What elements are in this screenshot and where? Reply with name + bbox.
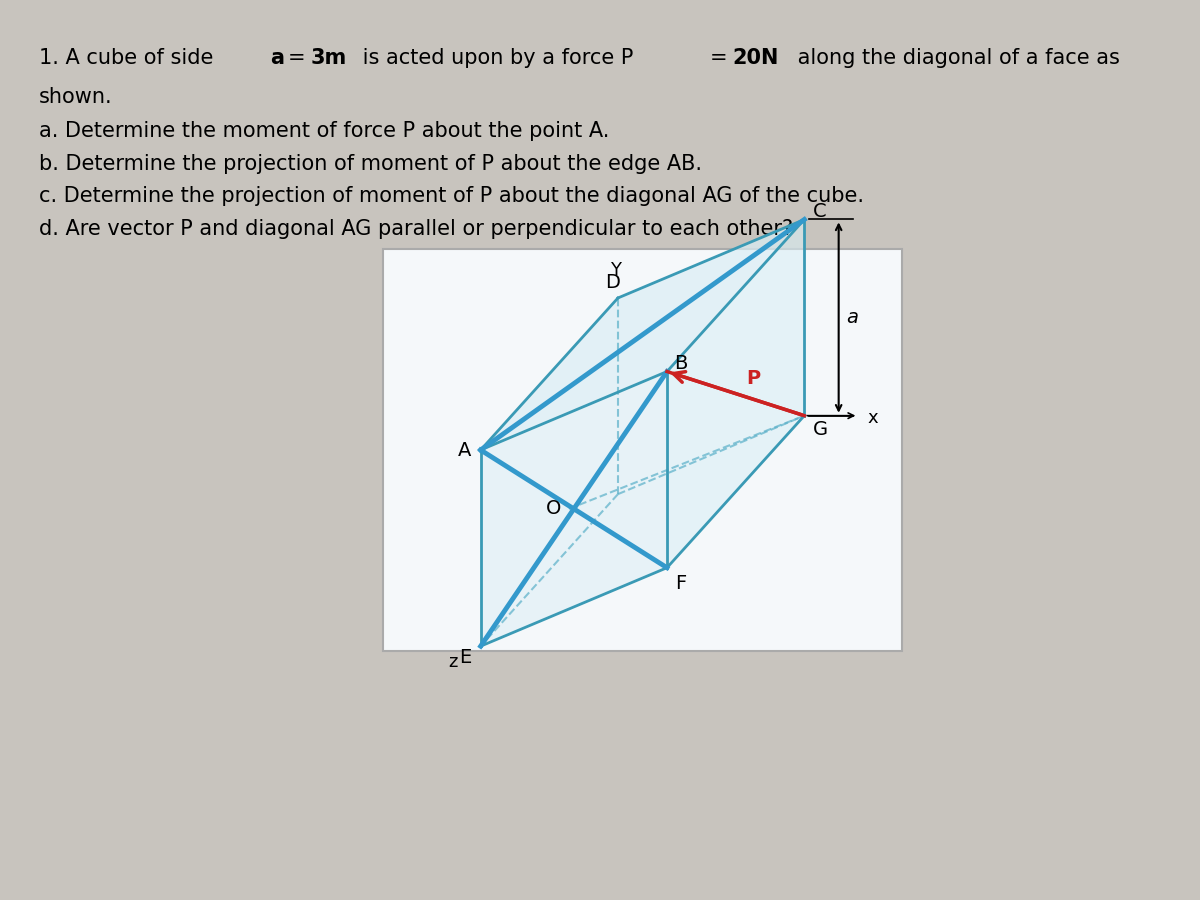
FancyBboxPatch shape [0, 9, 1177, 891]
Text: E: E [458, 648, 472, 668]
Polygon shape [481, 220, 804, 450]
Polygon shape [481, 372, 667, 646]
Text: G: G [812, 420, 828, 439]
Text: Y: Y [611, 262, 622, 280]
FancyBboxPatch shape [383, 249, 902, 651]
Text: a: a [846, 308, 858, 327]
Text: D: D [606, 273, 620, 292]
Text: shown.: shown. [40, 87, 113, 107]
Text: P: P [746, 369, 761, 389]
Text: along the diagonal of a face as: along the diagonal of a face as [791, 48, 1120, 68]
Polygon shape [667, 220, 804, 568]
Text: a. Determine the moment of force P about the point A.: a. Determine the moment of force P about… [40, 122, 617, 141]
Text: is acted upon by a force P: is acted upon by a force P [356, 48, 634, 68]
Text: c. Determine the projection of moment of P about the diagonal AG of the cube.: c. Determine the projection of moment of… [40, 186, 871, 206]
Text: d. Are vector P and diagonal AG parallel or perpendicular to each other?: d. Are vector P and diagonal AG parallel… [40, 219, 800, 238]
Text: C: C [814, 202, 827, 221]
Text: 3m: 3m [310, 48, 347, 68]
Text: 1. A cube of side: 1. A cube of side [40, 48, 221, 68]
Text: b. Determine the projection of moment of P about the edge AB.: b. Determine the projection of moment of… [40, 154, 709, 174]
Text: =: = [709, 48, 727, 68]
Text: a: a [270, 48, 284, 68]
Text: F: F [676, 574, 686, 593]
Text: B: B [674, 355, 688, 374]
Text: 20N: 20N [732, 48, 779, 68]
Text: A: A [458, 440, 472, 460]
Text: O: O [546, 500, 560, 518]
Text: =: = [288, 48, 305, 68]
Text: z: z [449, 652, 458, 670]
Text: x: x [868, 409, 878, 427]
